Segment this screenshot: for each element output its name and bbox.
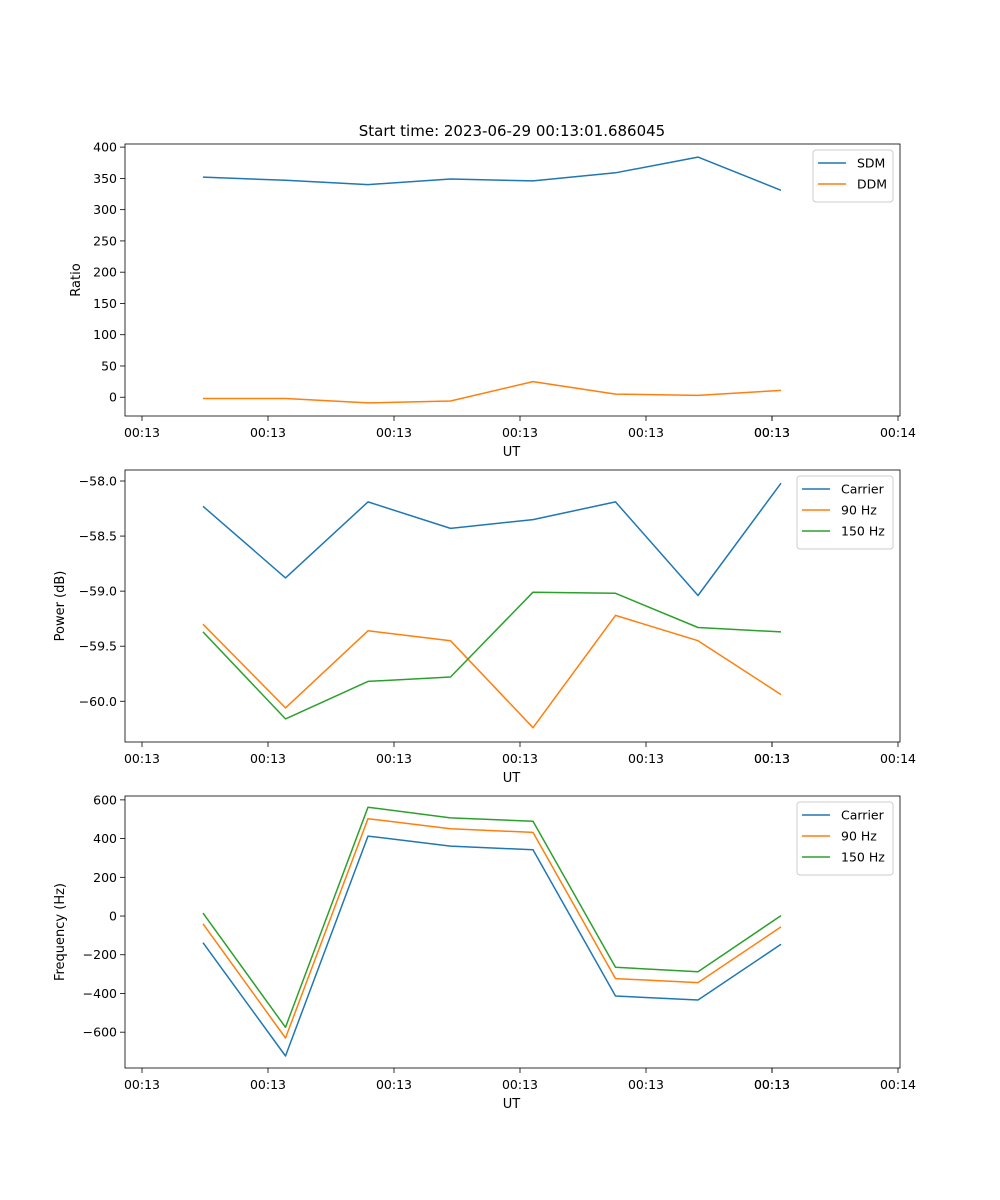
series-line-carrier [202,835,782,1057]
y-axis-label: Frequency (Hz) [53,883,68,981]
x-tick-label: 00:13 [250,1077,286,1092]
series-line-90-hz [202,614,782,729]
legend-label: 90 Hz [841,829,877,844]
figure-suptitle: Start time: 2023-06-29 00:13:01.686045 [359,122,665,140]
y-tick-label: 50 [101,358,117,373]
x-tick-label: 00:13 [754,1077,790,1092]
y-axis-label: Power (dB) [53,571,68,642]
x-tick-label: 00:14 [880,425,916,440]
x-tick-label: 00:13 [124,751,160,766]
x-tick-label: 00:13 [628,425,664,440]
y-tick-label: −59.0 [79,584,117,599]
x-axis-label: UT [503,771,521,786]
x-axis-label: UT [503,1097,521,1112]
y-tick-label: 100 [93,327,117,342]
y-tick-label: 400 [93,831,117,846]
x-tick-label: 00:13 [124,425,160,440]
x-tick-label: 00:13 [502,751,538,766]
y-tick-label: 0 [109,909,117,924]
legend-label: Carrier [841,482,885,497]
legend: SDM DDM [812,149,894,203]
y-tick-label: 350 [93,171,117,186]
x-tick-label: 00:13 [628,751,664,766]
series-line-carrier [202,482,782,597]
x-tick-label: 00:13 [250,425,286,440]
series-line-150-hz [202,591,782,720]
y-tick-label: 200 [93,870,117,885]
series-line-ddm [203,380,782,404]
y-tick-label: 600 [93,792,117,807]
legend-label: DDM [857,177,887,192]
legend-label: 90 Hz [841,503,877,518]
x-tick-label: 00:13 [376,1077,412,1092]
y-tick-label: −60.0 [79,694,117,709]
x-tick-label: 00:13 [250,751,286,766]
x-tick-label: 00:13 [376,751,412,766]
y-tick-label: −600 [83,1025,117,1040]
x-tick-label: 00:13 [754,751,790,766]
y-tick-label: 250 [93,233,117,248]
axes-frame [124,469,901,743]
x-tick-label: 00:13 [754,751,790,766]
x-tick-label: 00:13 [502,425,538,440]
series-line-sdm [202,156,782,191]
y-tick-label: −200 [83,947,117,962]
y-tick-label: 300 [93,202,117,217]
x-tick-label: 00:13 [124,1077,160,1092]
x-tick-label: 00:13 [754,425,790,440]
series-line-90-hz [202,817,782,1039]
legend: Carrier 90 Hz 150 Hz [796,475,894,550]
x-axis-label: UT [503,445,521,460]
y-tick-label: −59.5 [79,639,117,654]
series-line-150-hz [202,806,782,1029]
y-tick-label: 200 [93,265,117,280]
y-axis-label: Ratio [69,263,84,296]
legend-label: Carrier [841,808,885,823]
y-tick-label: −400 [83,986,117,1001]
x-tick-label: 00:14 [880,1077,916,1092]
legend-label: 150 Hz [841,524,885,539]
y-tick-label: −58.5 [79,529,117,544]
legend: Carrier 90 Hz 150 Hz [796,801,894,876]
y-tick-label: 150 [93,296,117,311]
x-tick-label: 00:13 [376,425,412,440]
y-tick-label: 400 [93,140,117,155]
y-tick-label: −58.0 [79,474,117,489]
x-tick-label: 00:13 [754,1077,790,1092]
x-tick-label: 00:13 [754,425,790,440]
axes-frame [124,143,901,417]
x-tick-label: 00:13 [628,1077,664,1092]
legend-label: 150 Hz [841,850,885,865]
legend-label: SDM [857,156,885,171]
axes-frame [124,795,901,1069]
y-tick-label: 0 [109,390,117,405]
x-tick-label: 00:14 [880,751,916,766]
x-tick-label: 00:13 [502,1077,538,1092]
